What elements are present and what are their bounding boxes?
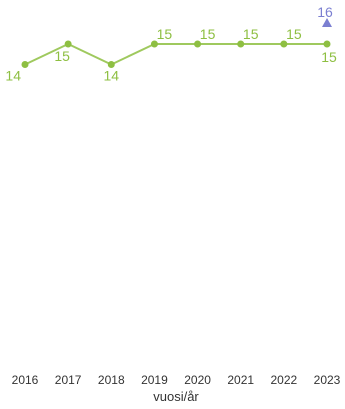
series-line — [24, 43, 327, 66]
x-axis-title: vuosi/år — [153, 389, 199, 404]
x-tick-label: 2021 — [227, 373, 254, 387]
data-point — [107, 61, 115, 68]
data-label: 15 — [200, 26, 216, 42]
x-tick-label: 2017 — [55, 373, 82, 387]
chart-marks — [21, 18, 332, 68]
x-tick-label: 2022 — [271, 373, 298, 387]
data-label: 15 — [157, 26, 173, 42]
data-point — [64, 40, 72, 48]
data-label: 14 — [103, 68, 119, 84]
x-tick-label: 2023 — [314, 373, 341, 387]
data-point — [21, 61, 29, 68]
data-point — [150, 40, 158, 48]
data-point — [194, 40, 202, 48]
data-label: 15 — [243, 26, 259, 42]
x-tick-label: 2019 — [141, 373, 168, 387]
data-point — [237, 40, 245, 48]
x-tick-label: 2018 — [98, 373, 125, 387]
data-point — [323, 40, 331, 48]
data-label: 15 — [54, 48, 70, 64]
data-label: 14 — [5, 68, 21, 84]
data-label: 15 — [321, 49, 337, 65]
x-axis: 2016 2017 2018 2019 2020 2021 2022 2023 — [12, 373, 341, 387]
x-tick-label: 2016 — [12, 373, 39, 387]
data-label: 15 — [286, 26, 302, 42]
data-point-triangle — [322, 18, 332, 27]
x-tick-label: 2020 — [184, 373, 211, 387]
data-point — [280, 40, 288, 48]
data-labels: 14 15 14 15 15 15 15 15 16 — [5, 4, 337, 84]
data-label: 16 — [317, 4, 333, 20]
